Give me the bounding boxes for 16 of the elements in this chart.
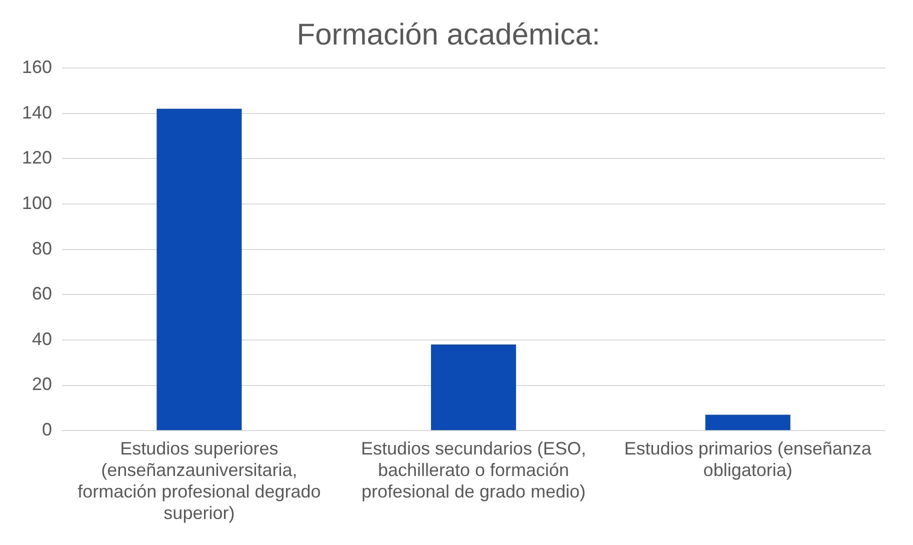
y-tick-label: 20 <box>32 374 52 394</box>
y-tick-label: 140 <box>22 102 52 122</box>
x-tick-label: Estudios superiores (enseñanzauniversitaria, formación profesional degrado superior) <box>78 438 321 524</box>
y-tick-label: 120 <box>22 148 52 168</box>
y-tick-label: 0 <box>42 420 52 440</box>
chart-title: Formación académica: <box>296 18 600 52</box>
x-tick-label: Estudios primarios (enseñanza obligatoria) <box>624 438 872 480</box>
y-tick-label: 60 <box>32 284 52 304</box>
bar <box>156 108 242 430</box>
bar <box>430 344 516 430</box>
bar <box>705 414 790 430</box>
y-tick-label: 40 <box>32 328 52 349</box>
x-tick-label: Estudios secundarios (ESO, bachillerato o formación profesional de grado medio) <box>360 438 586 502</box>
y-tick-label: 160 <box>22 56 52 77</box>
y-tick-label: 100 <box>22 192 52 213</box>
y-tick-label: 80 <box>32 238 52 258</box>
